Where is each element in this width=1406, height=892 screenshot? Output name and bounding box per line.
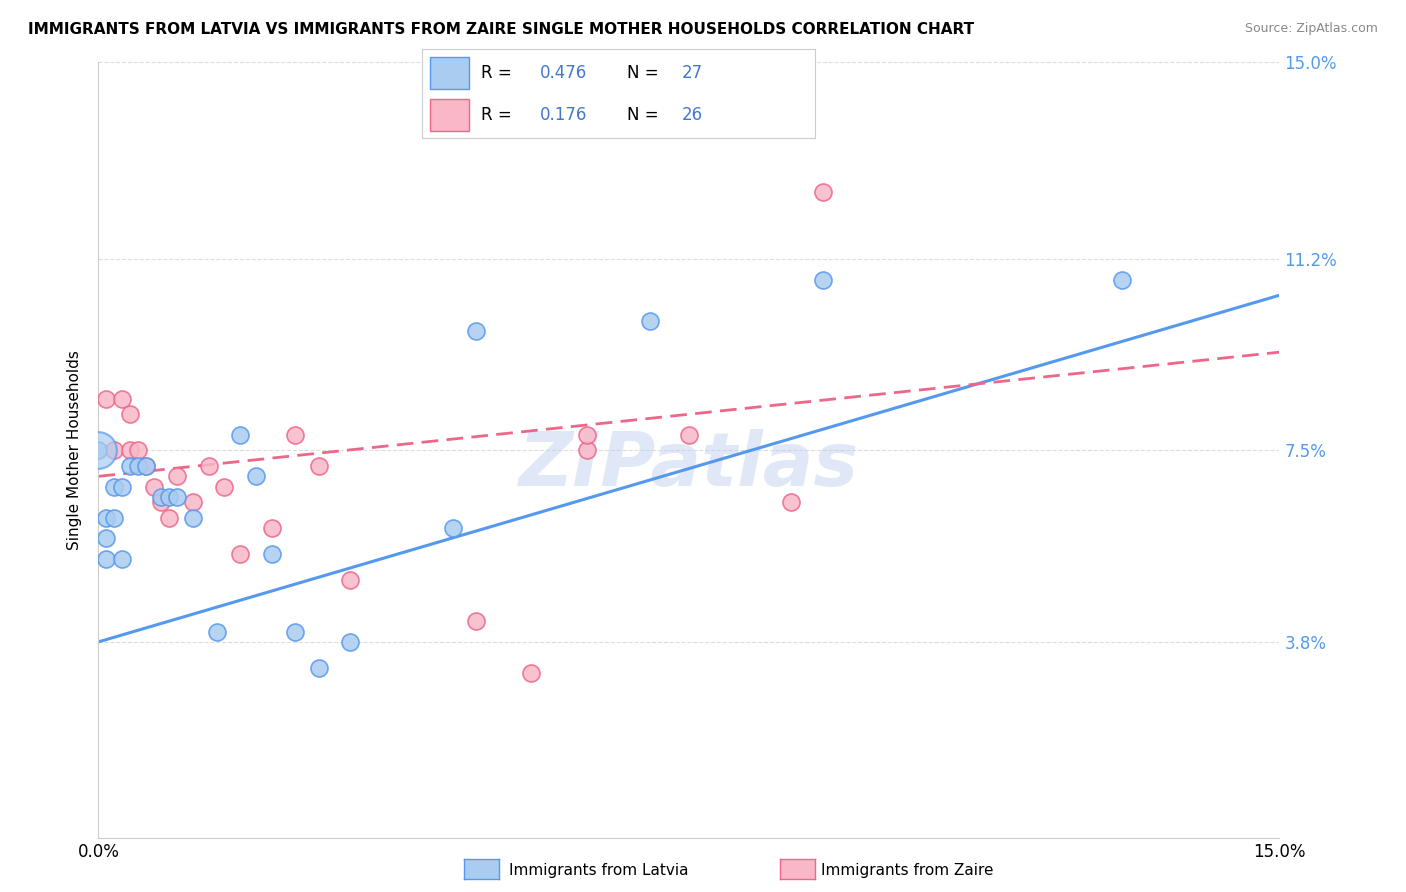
Point	[127, 443, 149, 458]
Point	[103, 443, 125, 458]
Point	[118, 443, 141, 458]
Text: IMMIGRANTS FROM LATVIA VS IMMIGRANTS FROM ZAIRE SINGLE MOTHER HOUSEHOLDS CORRELA: IMMIGRANTS FROM LATVIA VS IMMIGRANTS FRO…	[28, 22, 974, 37]
Text: N =: N =	[627, 64, 664, 82]
Point	[811, 185, 834, 199]
Point	[166, 469, 188, 483]
Point	[157, 490, 180, 504]
Point	[678, 428, 700, 442]
Text: R =: R =	[481, 64, 517, 82]
Point	[308, 661, 330, 675]
Point	[339, 635, 361, 649]
Point	[181, 510, 204, 524]
Point	[339, 573, 361, 587]
Point	[103, 510, 125, 524]
Point	[111, 480, 134, 494]
Point	[780, 495, 803, 509]
Point	[811, 273, 834, 287]
Text: ZIPatlas: ZIPatlas	[519, 429, 859, 502]
Text: 0.176: 0.176	[540, 106, 588, 124]
Point	[118, 458, 141, 473]
Point	[229, 547, 252, 561]
Point	[96, 510, 118, 524]
Point	[87, 443, 110, 458]
Point	[150, 490, 173, 504]
FancyBboxPatch shape	[430, 99, 470, 131]
Point	[260, 547, 283, 561]
Point	[96, 392, 118, 406]
Point	[150, 495, 173, 509]
Point	[465, 325, 488, 339]
Point	[520, 665, 543, 680]
Point	[260, 521, 283, 535]
Point	[166, 490, 188, 504]
Text: 0.476: 0.476	[540, 64, 588, 82]
Point	[96, 552, 118, 566]
Point	[111, 552, 134, 566]
Point	[87, 443, 110, 458]
Point	[465, 614, 488, 628]
FancyBboxPatch shape	[430, 57, 470, 89]
Point	[111, 392, 134, 406]
Text: Source: ZipAtlas.com: Source: ZipAtlas.com	[1244, 22, 1378, 36]
Point	[157, 510, 180, 524]
Point	[575, 443, 598, 458]
Point	[127, 458, 149, 473]
Text: Immigrants from Latvia: Immigrants from Latvia	[509, 863, 689, 878]
Point	[229, 428, 252, 442]
Point	[205, 624, 228, 639]
Point	[135, 458, 157, 473]
Y-axis label: Single Mother Households: Single Mother Households	[67, 351, 83, 550]
Text: N =: N =	[627, 106, 664, 124]
Point	[135, 458, 157, 473]
Point	[284, 428, 307, 442]
Point	[118, 407, 141, 421]
Text: 27: 27	[682, 64, 703, 82]
Point	[638, 314, 661, 328]
Point	[575, 428, 598, 442]
Point	[441, 521, 464, 535]
Text: 26: 26	[682, 106, 703, 124]
Text: R =: R =	[481, 106, 517, 124]
Point	[245, 469, 267, 483]
Text: Immigrants from Zaire: Immigrants from Zaire	[821, 863, 994, 878]
Point	[197, 458, 219, 473]
Point	[181, 495, 204, 509]
Point	[96, 532, 118, 546]
Point	[284, 624, 307, 639]
Point	[142, 480, 165, 494]
Point	[103, 480, 125, 494]
Point	[308, 458, 330, 473]
Point	[214, 480, 236, 494]
Point	[1111, 273, 1133, 287]
